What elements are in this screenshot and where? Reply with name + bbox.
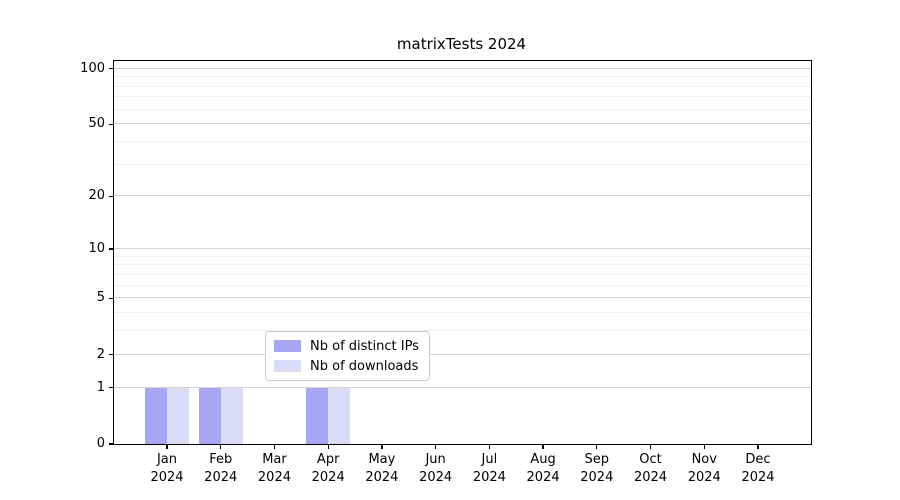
bar-jan-nb-of-distinct-ips xyxy=(145,387,167,444)
x-tick-label-feb: Feb 2024 xyxy=(191,451,251,487)
legend-swatch-distinct-ips xyxy=(274,340,301,352)
x-tick-mark-jul xyxy=(488,444,490,449)
gridline-y-5 xyxy=(114,297,811,299)
legend-label-distinct-ips: Nb of distinct IPs xyxy=(310,338,419,354)
x-tick-label-oct: Oct 2024 xyxy=(621,451,681,487)
y-tick-mark-1 xyxy=(109,386,114,389)
y-tick-label-20: 20 xyxy=(88,188,105,204)
gridline-y-2 xyxy=(114,353,811,355)
plot-area: 0 1 2 5 10 20 50 100 Jan 2024 Feb 2024 Mar 2024 Apr 202… xyxy=(80,60,812,485)
x-tick-year-sep: 2024 xyxy=(580,470,614,485)
x-tick-mark-oct xyxy=(649,444,652,449)
x-tick-mark-apr xyxy=(327,444,329,449)
x-tick-label-sep: Sep 2024 xyxy=(567,451,627,487)
y-tick-label-50: 50 xyxy=(88,116,105,132)
gridline-y-7 xyxy=(114,273,811,275)
y-tick-mark-10 xyxy=(109,248,114,250)
x-tick-mark-dec xyxy=(757,444,759,449)
x-tick-year-nov: 2024 xyxy=(687,470,721,485)
x-tick-mark-jan xyxy=(166,444,168,449)
gridline-y-1 xyxy=(114,386,811,388)
y-tick-mark-20 xyxy=(109,195,114,198)
x-tick-label-jan: Jan 2024 xyxy=(137,451,197,487)
x-tick-year-jan: 2024 xyxy=(150,470,184,485)
gridline-y-9 xyxy=(114,255,811,257)
x-tick-year-aug: 2024 xyxy=(526,470,560,485)
gridline-y-4 xyxy=(114,312,811,314)
gridline-y-8 xyxy=(114,264,811,266)
x-tick-mark-may xyxy=(381,444,383,449)
x-tick-mark-feb xyxy=(220,444,222,449)
x-tick-year-apr: 2024 xyxy=(311,470,345,485)
bar-feb-nb-of-downloads xyxy=(220,387,243,444)
y-tick-mark-2 xyxy=(109,354,114,356)
bar-apr-nb-of-distinct-ips xyxy=(306,387,329,444)
y-tick-label-5: 5 xyxy=(96,290,105,306)
gridline-y-90 xyxy=(114,76,811,78)
gridline-y-6 xyxy=(114,284,811,286)
y-tick-mark-100 xyxy=(109,68,114,70)
legend-box: Nb of distinct IPs Nb of downloads xyxy=(265,331,430,381)
bar-jan-nb-of-downloads xyxy=(167,387,189,444)
x-tick-mark-sep xyxy=(596,444,598,449)
gridline-y-40 xyxy=(114,141,811,142)
legend-swatch-downloads xyxy=(274,360,301,372)
y-tick-label-100: 100 xyxy=(80,60,105,76)
legend-label-downloads: Nb of downloads xyxy=(310,358,419,374)
x-tick-year-may: 2024 xyxy=(365,470,399,485)
gridline-y-60 xyxy=(114,108,811,110)
chart-title: matrixTests 2024 xyxy=(396,35,527,53)
y-tick-mark-0 xyxy=(109,443,114,445)
y-tick-label-10: 10 xyxy=(88,241,105,256)
x-tick-label-dec: Dec 2024 xyxy=(728,451,788,487)
y-tick-label-2: 2 xyxy=(96,346,105,362)
legend-item-downloads: Nb of downloads xyxy=(274,358,419,374)
x-tick-year-feb: 2024 xyxy=(204,470,238,485)
x-tick-label-jun: Jun 2024 xyxy=(406,451,466,487)
x-tick-year-jul: 2024 xyxy=(472,470,506,485)
x-tick-year-oct: 2024 xyxy=(633,470,668,485)
x-tick-year-dec: 2024 xyxy=(741,470,775,485)
gridline-y-100 xyxy=(114,67,811,69)
legend-item-distinct-ips: Nb of distinct IPs xyxy=(274,338,419,354)
x-tick-label-aug: Aug 2024 xyxy=(513,451,573,487)
x-tick-label-apr: Apr 2024 xyxy=(298,451,358,487)
x-tick-mark-jun xyxy=(434,444,437,449)
gridline-y-50 xyxy=(114,123,811,125)
gridline-y-20 xyxy=(114,195,811,197)
y-tick-mark-5 xyxy=(109,297,114,299)
x-tick-label-jul: Jul 2024 xyxy=(459,451,519,487)
bar-apr-nb-of-downloads xyxy=(328,387,351,444)
x-tick-mark-aug xyxy=(542,444,544,449)
bar-feb-nb-of-distinct-ips xyxy=(198,387,221,444)
x-tick-label-may: May 2024 xyxy=(352,451,412,487)
x-tick-label-nov: Nov 2024 xyxy=(674,451,734,487)
x-tick-year-jun: 2024 xyxy=(419,470,453,485)
gridline-y-70 xyxy=(114,96,811,98)
y-tick-label-0: 0 xyxy=(96,436,105,451)
y-tick-label-1: 1 xyxy=(96,379,105,395)
x-tick-mark-nov xyxy=(703,444,705,449)
gridline-y-80 xyxy=(114,85,811,87)
y-tick-mark-50 xyxy=(109,123,114,125)
x-tick-mark-mar xyxy=(273,444,276,449)
gridline-y-3 xyxy=(114,330,811,332)
gridline-y-10 xyxy=(114,248,811,249)
x-tick-year-mar: 2024 xyxy=(257,470,291,485)
x-tick-label-mar: Mar 2024 xyxy=(244,451,304,487)
gridline-y-30 xyxy=(114,163,811,165)
